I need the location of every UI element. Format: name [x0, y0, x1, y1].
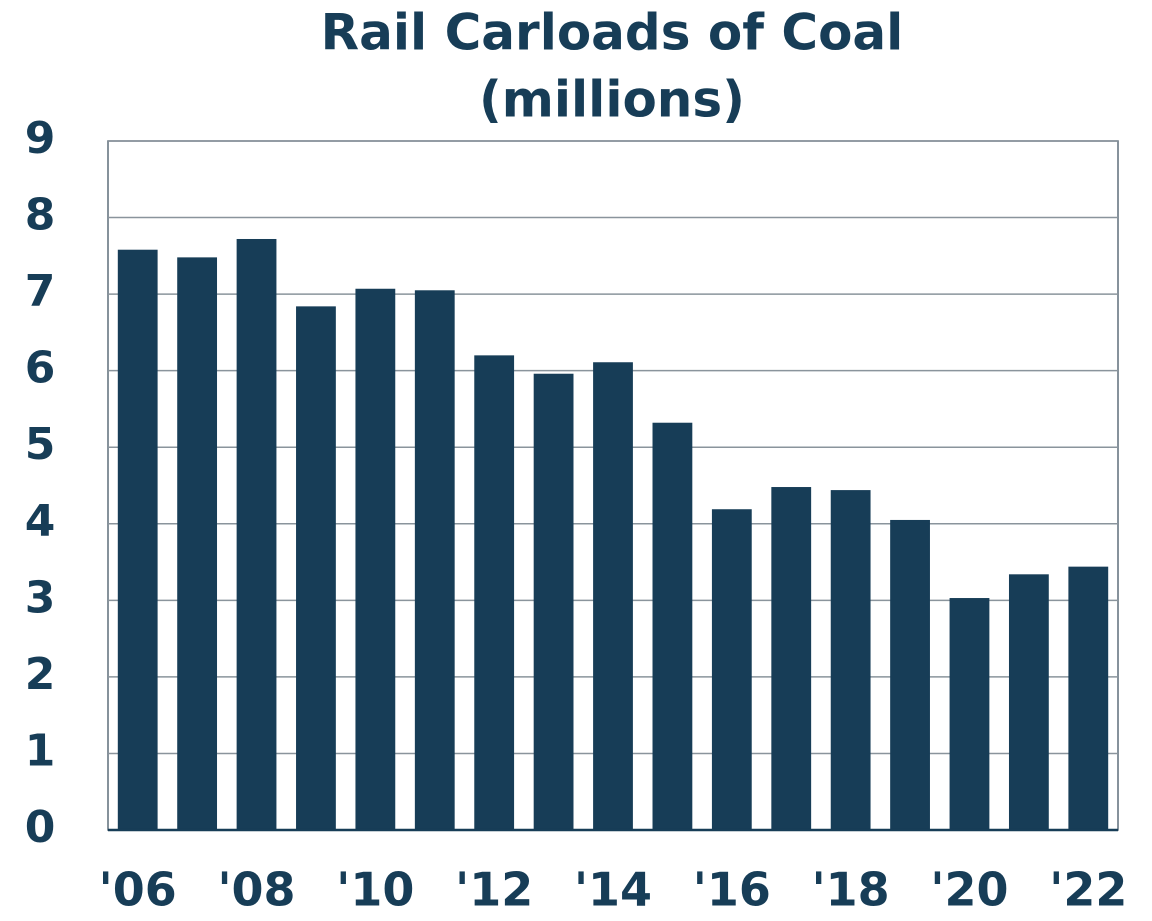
x-tick-label: '06	[99, 863, 177, 917]
bar	[474, 355, 515, 830]
bar	[890, 519, 930, 830]
y-tick-label: 9	[25, 113, 56, 164]
bar	[236, 238, 277, 831]
x-tick-label: '12	[455, 863, 533, 917]
y-tick-label: 0	[25, 802, 56, 853]
x-tick-label: '14	[574, 863, 652, 917]
chart-title: Rail Carloads of Coal	[321, 4, 904, 62]
bar	[177, 257, 218, 830]
bar	[711, 509, 752, 830]
y-tick-label: 8	[25, 190, 56, 241]
bar	[652, 422, 693, 830]
bar	[533, 373, 574, 830]
x-tick-label: '16	[693, 863, 771, 917]
chart-subtitle: (millions)	[479, 71, 745, 129]
y-tick-label: 6	[25, 343, 56, 394]
bar	[1068, 566, 1109, 830]
bar	[771, 487, 812, 830]
x-tick-label: '18	[812, 863, 890, 917]
bar	[593, 362, 633, 830]
y-tick-label: 5	[25, 419, 56, 470]
bar	[949, 598, 990, 830]
x-tick-label: '08	[217, 863, 295, 917]
y-tick-label: 1	[25, 725, 56, 776]
x-tick-label: '22	[1049, 863, 1127, 917]
bar	[117, 249, 158, 831]
x-tick-label: '20	[930, 863, 1008, 917]
y-tick-label: 7	[25, 266, 56, 317]
y-tick-label: 2	[25, 649, 56, 700]
bar	[296, 306, 336, 830]
bar	[1008, 574, 1049, 830]
y-tick-label: 3	[25, 572, 56, 623]
y-tick-label: 4	[25, 496, 56, 547]
bar	[355, 288, 396, 831]
bar	[830, 490, 871, 830]
x-tick-label: '10	[336, 863, 414, 917]
bar	[414, 290, 455, 830]
